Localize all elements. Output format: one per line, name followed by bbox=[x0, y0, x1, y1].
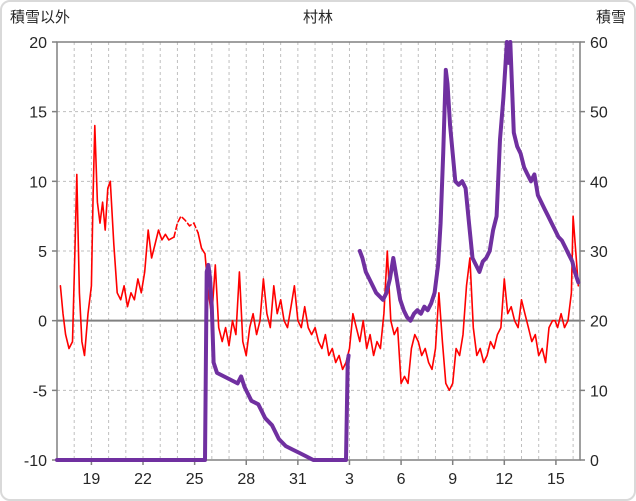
x-tick-label: 31 bbox=[289, 471, 307, 488]
right-tick-label: 50 bbox=[590, 105, 608, 122]
left-axis-title: 積雪以外 bbox=[10, 9, 71, 26]
series-purple-snow bbox=[55, 262, 351, 462]
series-red-solid bbox=[197, 215, 580, 392]
x-tick-label: 12 bbox=[495, 471, 513, 488]
left-tick-label: 0 bbox=[38, 314, 47, 331]
right-tick-label: 60 bbox=[590, 35, 608, 52]
right-tick-label: 10 bbox=[590, 383, 608, 400]
x-tick-label: 22 bbox=[134, 471, 152, 488]
x-tick-label: 9 bbox=[448, 471, 457, 488]
x-tick-label: 25 bbox=[186, 471, 204, 488]
x-tick-label: 3 bbox=[345, 471, 354, 488]
left-tick-label: -5 bbox=[33, 383, 47, 400]
series-purple-snow bbox=[357, 40, 581, 323]
left-tick-label: 10 bbox=[29, 174, 47, 191]
left-tick-label: 20 bbox=[29, 35, 47, 52]
left-tick-label: -10 bbox=[24, 453, 47, 470]
left-tick-label: 15 bbox=[29, 105, 47, 122]
series-red-solid bbox=[59, 124, 175, 357]
x-tick-label: 28 bbox=[237, 471, 255, 488]
x-tick-label: 6 bbox=[397, 471, 406, 488]
series-red-dashed bbox=[173, 215, 199, 238]
right-tick-label: 40 bbox=[590, 174, 608, 191]
right-tick-label: 30 bbox=[590, 244, 608, 261]
right-tick-label: 0 bbox=[590, 453, 599, 470]
left-tick-label: 5 bbox=[38, 244, 47, 261]
right-tick-label: 20 bbox=[590, 314, 608, 331]
x-tick-label: 19 bbox=[83, 471, 101, 488]
right-axis-title: 積雪 bbox=[595, 9, 626, 26]
x-tick-label: 15 bbox=[547, 471, 565, 488]
